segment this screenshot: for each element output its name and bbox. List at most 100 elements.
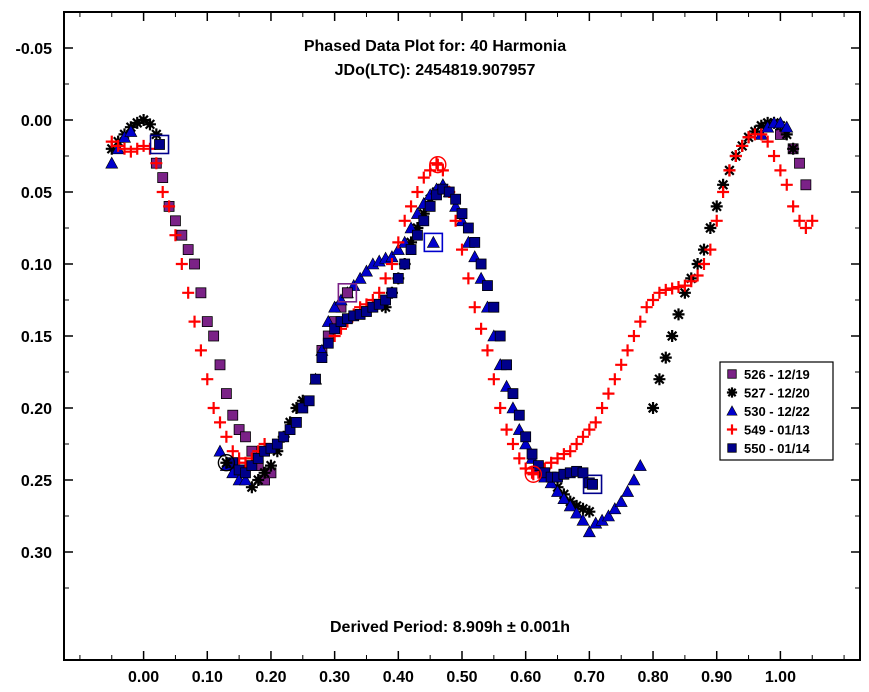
data-point	[392, 272, 404, 284]
legend-label: 549 - 01/13	[744, 423, 810, 438]
data-point	[501, 359, 512, 371]
data-point	[379, 272, 392, 285]
series-4	[227, 183, 595, 489]
data-point	[105, 135, 118, 148]
series-1	[105, 114, 800, 518]
data-point	[761, 135, 774, 148]
y-tick-label: 0.05	[21, 185, 52, 202]
data-point	[150, 157, 163, 170]
data-point	[131, 116, 144, 129]
data-point	[513, 409, 525, 421]
data-point	[487, 373, 500, 386]
data-point	[678, 286, 691, 299]
data-point	[105, 156, 119, 169]
data-point	[697, 258, 710, 270]
data-point	[252, 474, 265, 486]
data-point	[405, 200, 418, 213]
data-point	[800, 179, 812, 191]
data-point	[353, 271, 367, 284]
data-point	[297, 402, 309, 414]
data-point	[207, 402, 220, 414]
highlight-ring	[217, 454, 236, 472]
data-point	[633, 458, 647, 471]
data-point	[220, 388, 232, 400]
series-3	[105, 128, 819, 479]
data-point	[494, 330, 506, 342]
data-point	[647, 294, 660, 306]
data-point	[163, 200, 176, 213]
data-point	[513, 452, 526, 465]
data-point	[672, 308, 685, 321]
data-point	[519, 437, 533, 450]
data-point	[245, 481, 258, 494]
highlight-ring	[423, 232, 444, 253]
data-point	[576, 502, 589, 515]
data-point	[233, 424, 245, 436]
data-point	[666, 330, 679, 342]
y-tick-label: 0.15	[21, 329, 52, 346]
data-point	[417, 171, 430, 184]
data-point	[710, 214, 723, 227]
highlight-ring	[429, 155, 447, 174]
data-point	[704, 243, 717, 256]
data-point	[392, 236, 405, 249]
data-point	[640, 301, 653, 314]
data-point	[156, 186, 169, 198]
y-tick-label: 0.10	[21, 257, 52, 274]
data-point	[621, 344, 634, 357]
data-point	[258, 466, 271, 479]
data-point	[799, 222, 812, 234]
data-point	[124, 124, 138, 137]
data-point	[659, 351, 672, 364]
data-point	[443, 186, 455, 198]
data-point	[195, 287, 207, 299]
data-point	[691, 258, 704, 270]
data-point	[398, 214, 411, 227]
axes: 0.00 0.10 0.20 0.30 0.40 0.50 0.60 0.70 0.80 0.90…	[16, 11, 860, 686]
data-point	[405, 236, 418, 249]
data-point	[717, 178, 730, 191]
data-point	[417, 207, 430, 220]
data-point	[284, 416, 297, 429]
data-point	[291, 416, 302, 428]
data-point	[475, 258, 487, 270]
data-point	[557, 448, 570, 461]
data-point	[238, 473, 252, 486]
data-point	[201, 316, 213, 328]
data-point	[264, 459, 277, 472]
x-tick-label: 0.30	[319, 669, 350, 686]
data-point	[450, 193, 462, 205]
data-point	[551, 484, 565, 497]
data-point	[602, 387, 615, 400]
y-tick-label: 0.30	[21, 545, 52, 562]
data-point	[589, 416, 602, 429]
data-point	[793, 214, 806, 227]
data-point	[520, 431, 532, 443]
data-point	[296, 394, 309, 407]
data-point	[412, 229, 423, 241]
data-point	[481, 344, 494, 357]
data-point	[506, 438, 519, 450]
data-point	[214, 359, 226, 371]
data-point	[143, 118, 156, 131]
data-point	[494, 402, 507, 414]
data-point	[475, 322, 488, 335]
y-tick-label: 0.00	[21, 113, 52, 130]
data-point	[717, 186, 730, 198]
data-point	[469, 236, 481, 248]
x-tick-label: 0.80	[637, 669, 668, 686]
data-point	[653, 373, 666, 386]
data-point	[175, 258, 188, 270]
data-point	[240, 467, 251, 479]
data-point	[723, 164, 736, 177]
data-point	[755, 128, 768, 141]
data-point	[755, 119, 768, 132]
series-0	[150, 128, 812, 486]
data-point	[456, 208, 468, 220]
data-point	[583, 423, 596, 436]
highlighted-point	[337, 282, 358, 303]
highlighted-point	[429, 155, 447, 174]
data-point	[729, 150, 742, 162]
data-point	[201, 373, 214, 386]
legend-entry: 550 - 01/14	[727, 441, 811, 456]
